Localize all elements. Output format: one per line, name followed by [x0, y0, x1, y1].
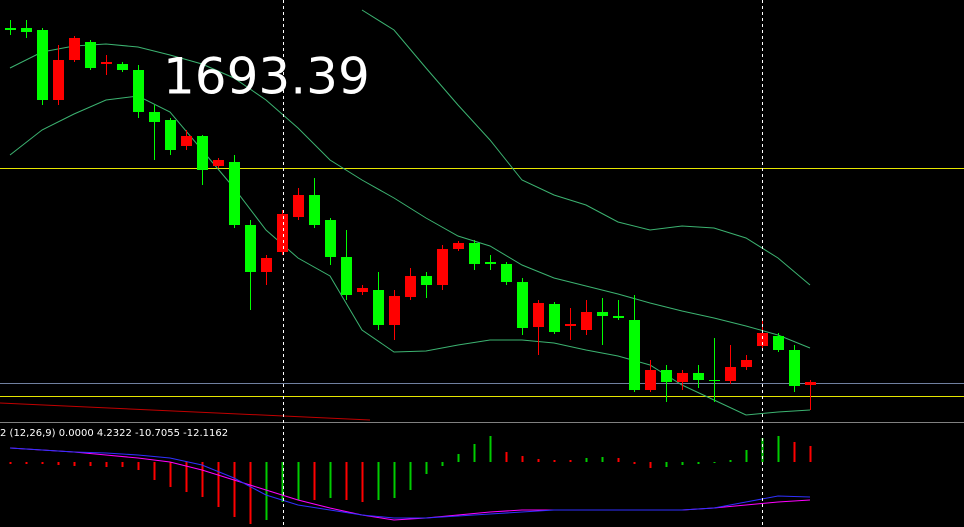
candle-body: [741, 360, 752, 367]
candle-body: [709, 380, 720, 381]
candle-body: [661, 370, 672, 382]
candle-body: [613, 316, 624, 318]
candle-body: [293, 195, 304, 217]
candle-body: [757, 333, 768, 346]
candle-body: [261, 258, 272, 272]
candle-body: [325, 220, 336, 257]
candle-body: [677, 373, 688, 382]
candle-body: [389, 296, 400, 325]
candle-body: [309, 195, 320, 225]
candle-body: [789, 350, 800, 386]
candle-body: [533, 303, 544, 327]
candle-body: [181, 136, 192, 146]
candle-body: [149, 112, 160, 122]
candle-body: [773, 336, 784, 350]
candle-body: [693, 373, 704, 380]
candle-body: [725, 367, 736, 381]
candle-body: [373, 290, 384, 325]
candle-body: [85, 42, 96, 68]
candle-body: [133, 70, 144, 112]
candle-body: [53, 60, 64, 100]
candle-body: [805, 382, 816, 385]
line-signal: [9, 447, 811, 519]
candle-body: [629, 320, 640, 390]
candle-body: [69, 38, 80, 60]
candle-body: [165, 120, 176, 150]
candle-body: [549, 304, 560, 332]
candle-body: [501, 264, 512, 282]
indicator-label: 2 (12,26,9) 0.0000 4.2322 -10.7055 -12.1…: [0, 428, 228, 439]
candle-body: [117, 64, 128, 70]
line-trend: [0, 402, 371, 421]
candle-body: [341, 257, 352, 295]
candle-body: [405, 276, 416, 297]
candle-body: [437, 249, 448, 285]
candle-body: [197, 136, 208, 170]
candle-body: [597, 312, 608, 316]
price-panel: 1693.39: [0, 9, 964, 421]
candle-body: [21, 28, 32, 32]
candle-body: [421, 276, 432, 285]
candle-body: [229, 162, 240, 225]
line-upper: [361, 9, 811, 286]
candle-body: [581, 312, 592, 330]
candle-body: [357, 288, 368, 292]
candle-body: [485, 262, 496, 264]
candle-body: [5, 28, 16, 30]
candle-body: [453, 243, 464, 249]
price-annotation: 1693.39: [163, 48, 370, 106]
candle-body: [101, 62, 112, 64]
candle-body: [645, 370, 656, 390]
macd-panel: 2 (12,26,9) 0.0000 4.2322 -10.7055 -12.1…: [0, 428, 812, 524]
candle-body: [565, 324, 576, 326]
candle-body: [277, 214, 288, 252]
candle-body: [213, 160, 224, 166]
candle-body: [469, 243, 480, 264]
candle-body: [245, 225, 256, 272]
line-middle: [9, 43, 811, 349]
candle-body: [37, 30, 48, 100]
candle-body: [517, 282, 528, 328]
